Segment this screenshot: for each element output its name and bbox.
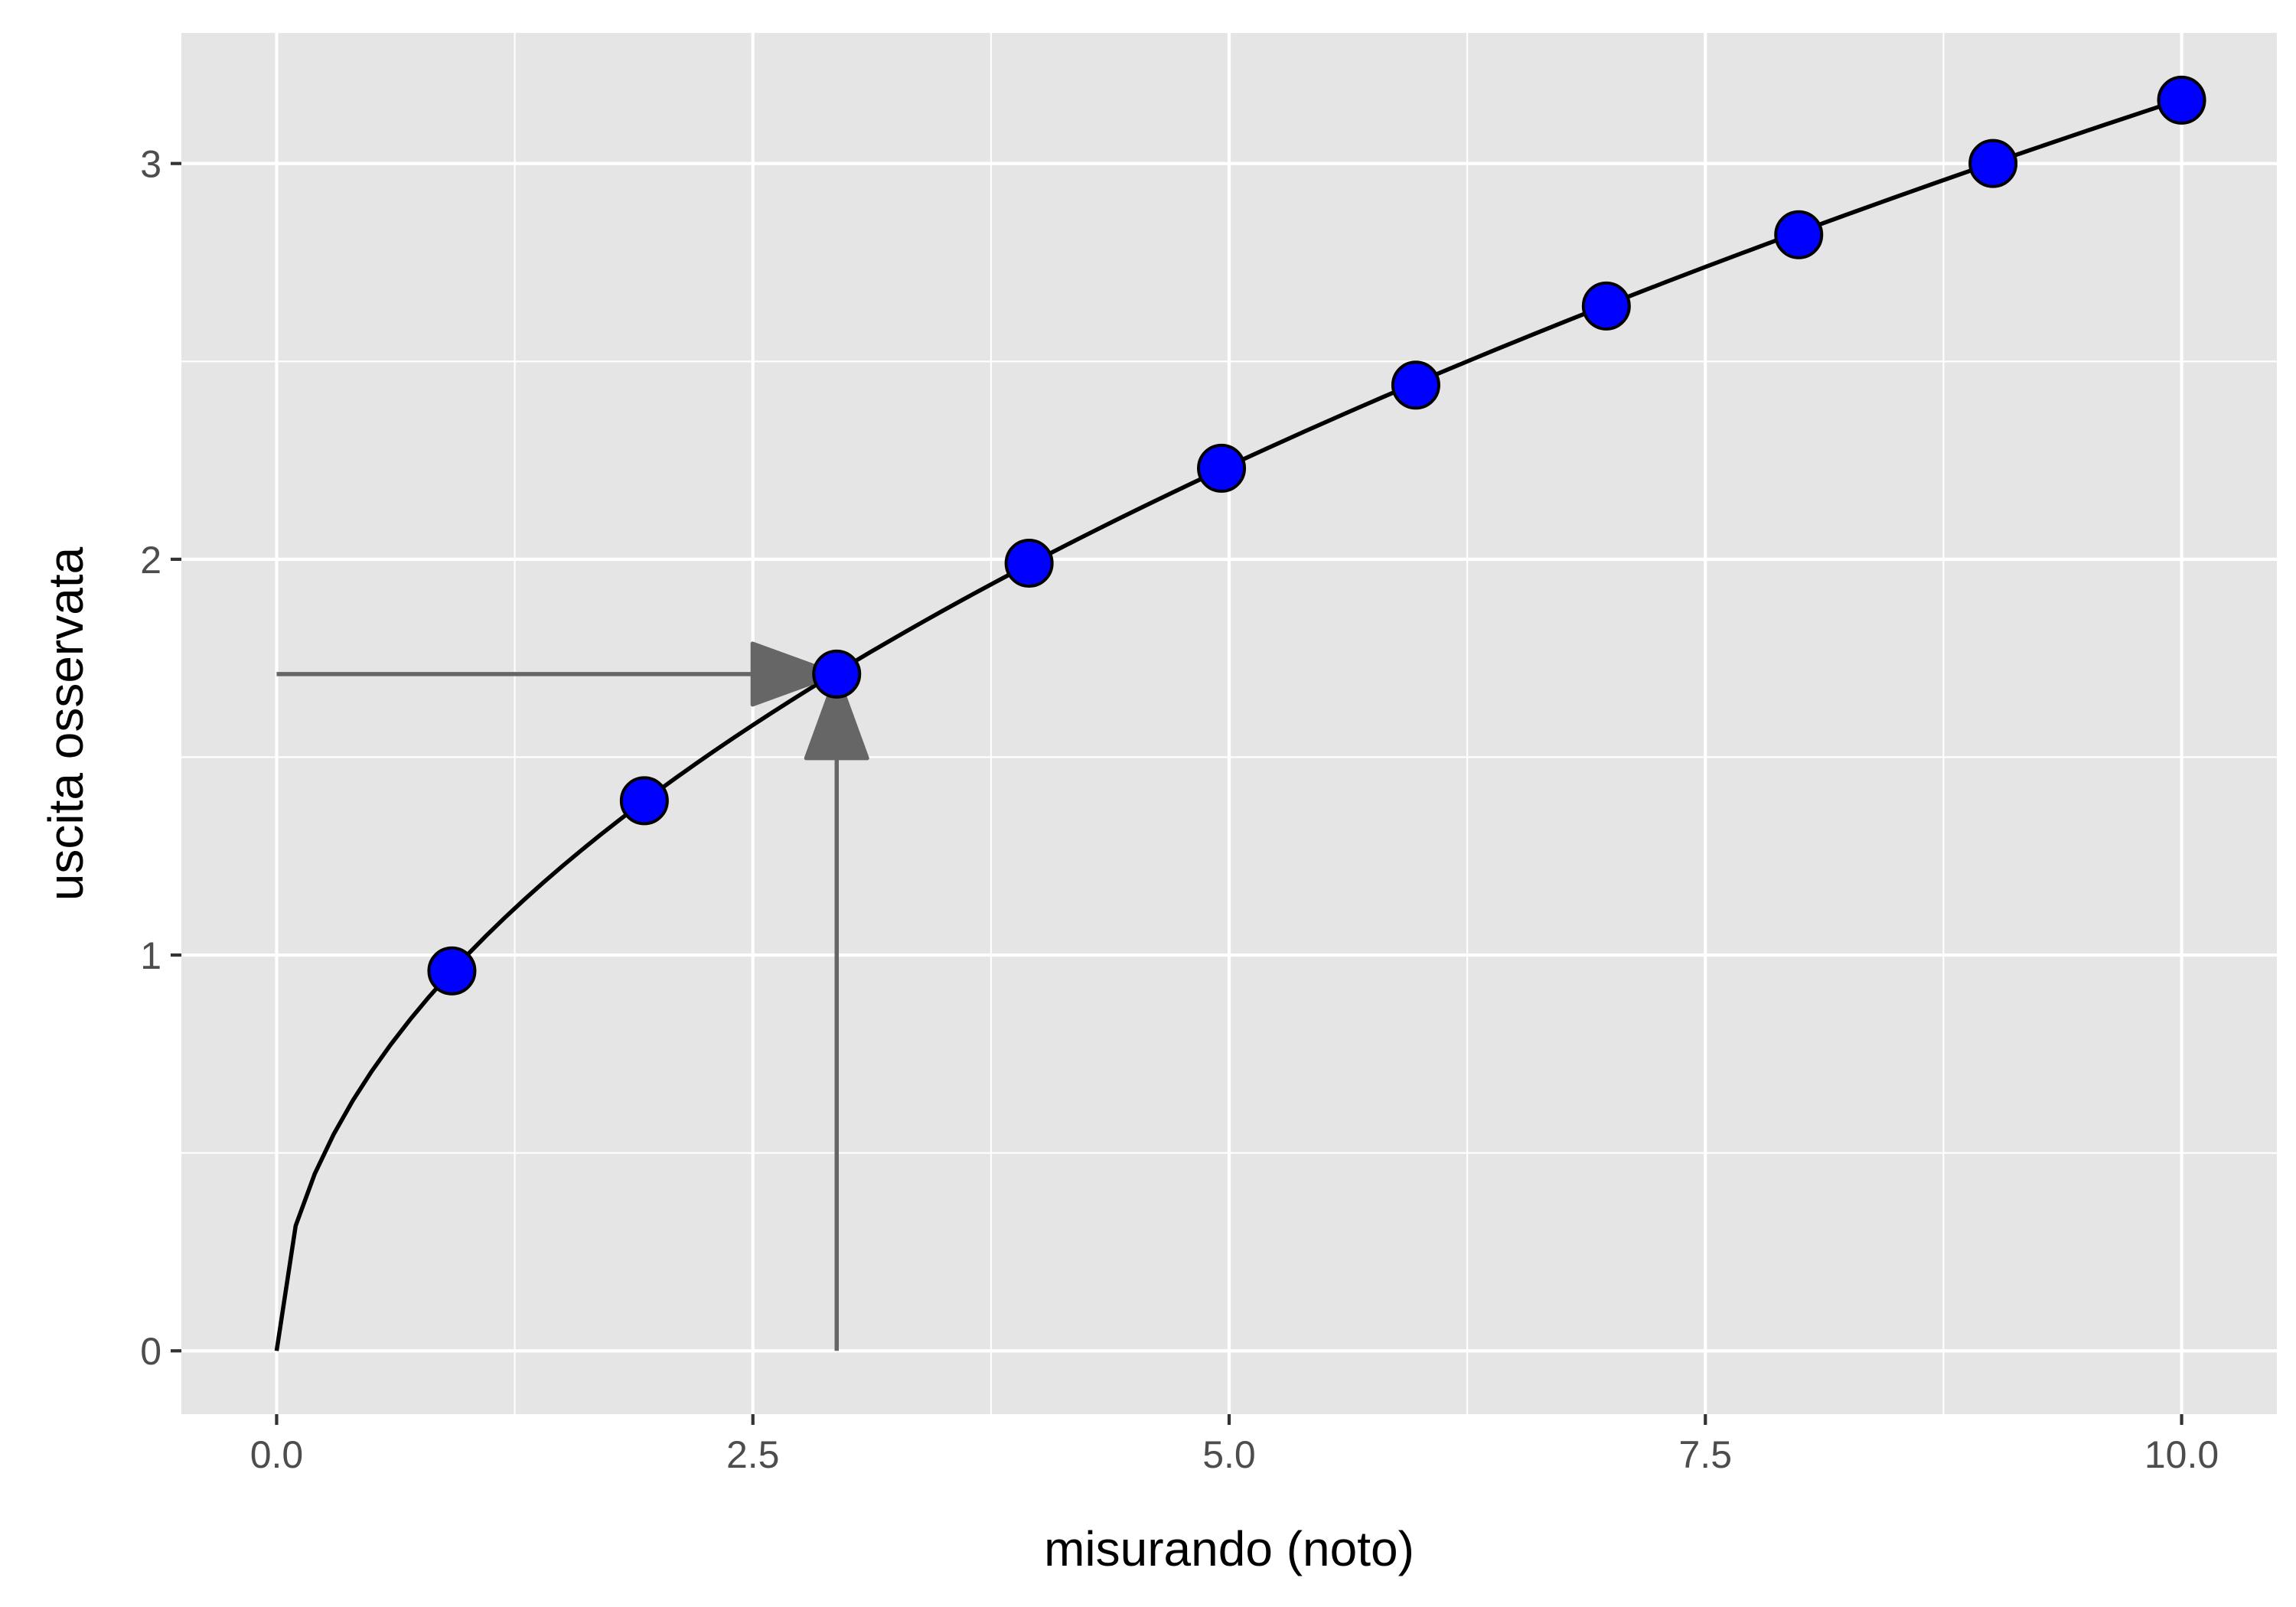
data-point bbox=[1197, 443, 1247, 493]
data-point bbox=[1774, 210, 1824, 259]
x-tick-label: 7.5 bbox=[1679, 1433, 1733, 1476]
y-tick-label: 3 bbox=[140, 143, 161, 186]
arrow-head bbox=[804, 672, 869, 761]
data-point bbox=[1968, 139, 2018, 188]
arrow-head bbox=[750, 641, 839, 707]
data-point bbox=[812, 649, 862, 699]
data-point bbox=[427, 946, 477, 996]
x-axis-tick-labels: 0.0 2.5 5.0 7.5 10.0 bbox=[250, 1433, 2219, 1476]
x-axis-title: misurando (noto) bbox=[1044, 1521, 1414, 1576]
y-tick-label: 2 bbox=[140, 539, 161, 582]
y-axis-title: uscita osservata bbox=[38, 546, 93, 901]
data-points bbox=[427, 75, 2206, 996]
data-point bbox=[1581, 281, 1631, 331]
data-point bbox=[1004, 539, 1054, 588]
arrow-annotations bbox=[276, 641, 869, 1351]
major-gridlines bbox=[181, 33, 2277, 1414]
data-point bbox=[1391, 360, 1440, 410]
axis-ticks bbox=[171, 161, 2183, 1425]
y-axis-tick-labels: 0 1 2 3 bbox=[140, 143, 161, 1374]
x-tick-label: 10.0 bbox=[2144, 1433, 2219, 1476]
data-point bbox=[2157, 75, 2206, 125]
x-tick-label: 5.0 bbox=[1202, 1433, 1256, 1476]
x-tick-label: 2.5 bbox=[726, 1433, 780, 1476]
x-tick-label: 0.0 bbox=[250, 1433, 304, 1476]
y-tick-label: 0 bbox=[140, 1330, 161, 1373]
data-point bbox=[619, 776, 669, 826]
y-tick-label: 1 bbox=[140, 934, 161, 977]
